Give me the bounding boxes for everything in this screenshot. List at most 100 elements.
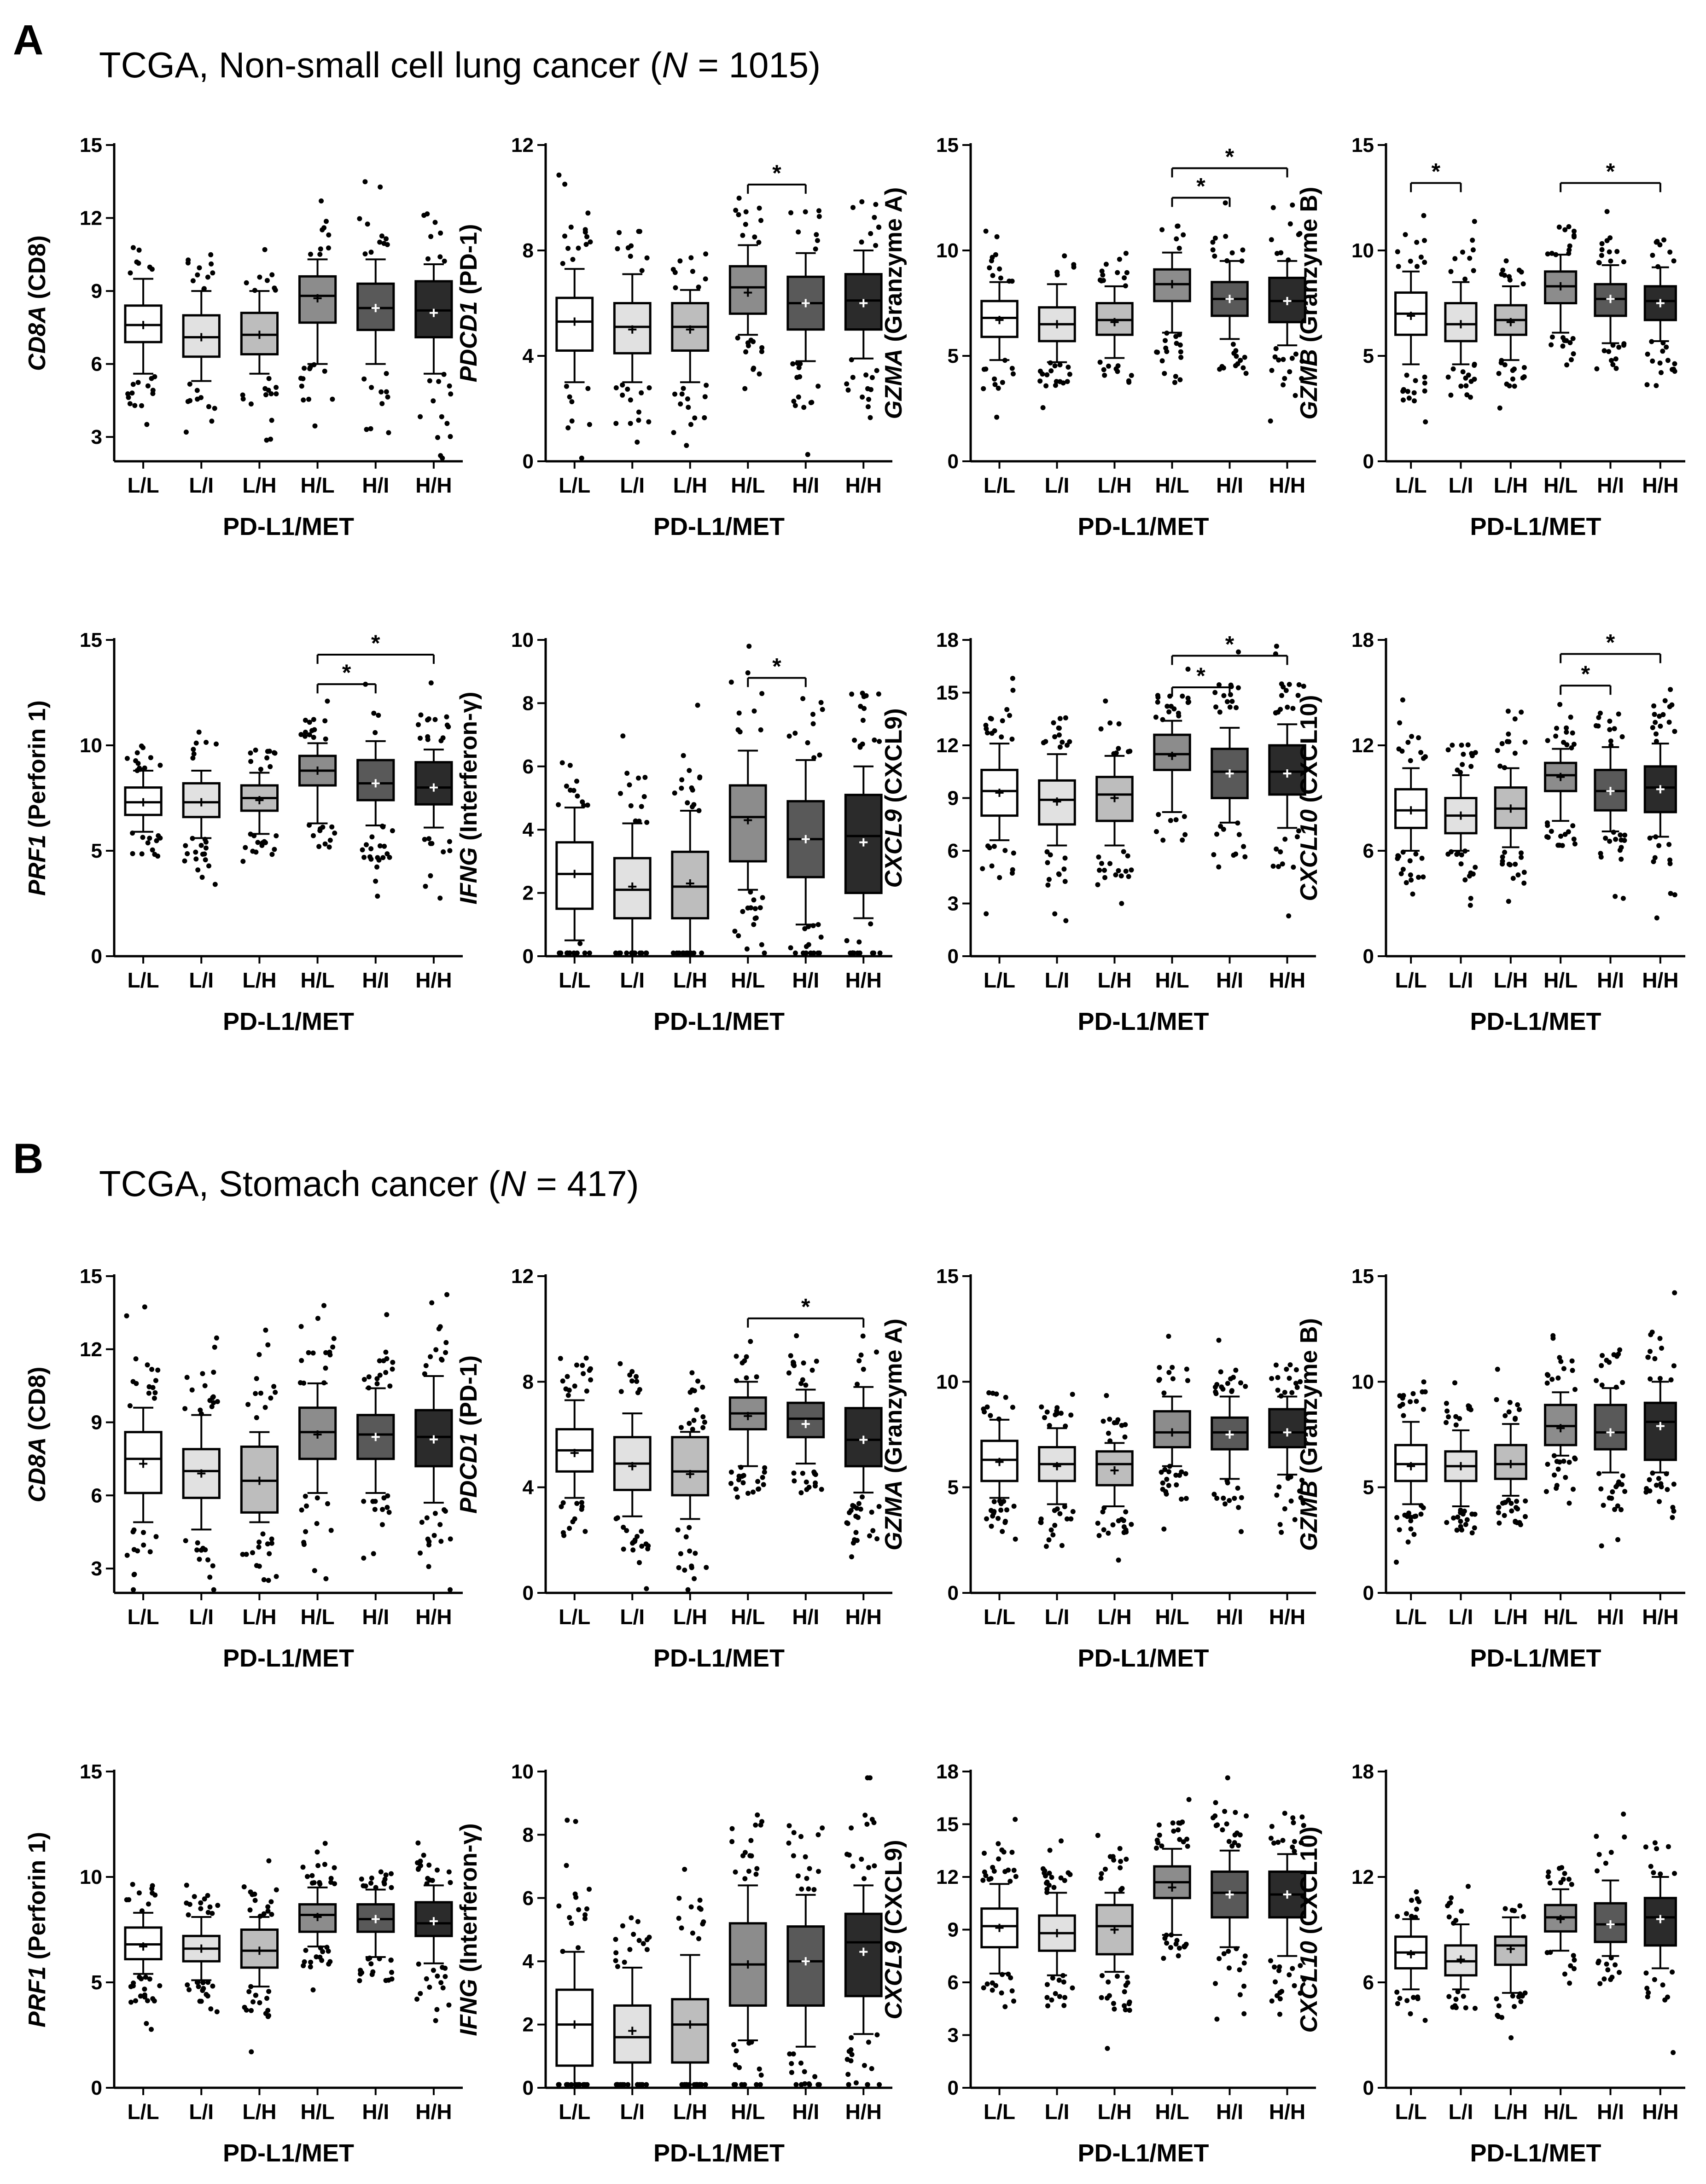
y-tick-label: 0 [523, 1582, 534, 1604]
outlier-point [1170, 1376, 1176, 1381]
y-tick-label: 0 [948, 1582, 959, 1604]
outlier-point [1599, 1363, 1604, 1368]
outlier-point [1652, 1977, 1657, 1982]
outlier-point [866, 1865, 871, 1870]
x-tick-label: L/I [1045, 1605, 1070, 1629]
outlier-point [306, 1350, 311, 1355]
outlier-point [762, 1470, 767, 1475]
chart-a-cxcl10: 061218CXCL10 (CXCL10)L/L L/I L/H H/L H/I H/H*… [1296, 629, 1685, 1035]
outlier-point [136, 380, 141, 385]
outlier-point [584, 234, 589, 239]
outlier-point [997, 1499, 1002, 1504]
x-tick-label: L/H [1097, 2100, 1131, 2124]
outlier-point [1177, 1837, 1182, 1842]
outlier-point [131, 1983, 136, 1988]
outlier-point [254, 1563, 259, 1568]
outlier-point [1057, 872, 1062, 877]
outlier-point [1111, 1522, 1116, 1528]
outlier-point [152, 1390, 157, 1395]
x-tick-label: L/L [559, 473, 590, 497]
outlier-point [747, 1853, 752, 1858]
outlier-point [756, 240, 761, 245]
outlier-point [741, 1480, 746, 1485]
box-h-l [1544, 702, 1578, 848]
outlier-point [269, 418, 274, 423]
outlier-point [1602, 348, 1607, 353]
outlier-point [692, 2082, 697, 2087]
gene-name: GZMA [880, 1480, 907, 1551]
outlier-point [1287, 1376, 1292, 1381]
outlier-point [1211, 247, 1216, 252]
outlier-point [212, 1345, 217, 1350]
outlier-point [1496, 1510, 1501, 1515]
outlier-point [1467, 873, 1472, 878]
outlier-point [1213, 1981, 1218, 1986]
outlier-point [567, 395, 572, 400]
outlier-point [1062, 253, 1067, 258]
outlier-point [1454, 1997, 1459, 2002]
outlier-point [419, 713, 424, 718]
outlier-point [143, 1975, 148, 1980]
outlier-point [1211, 852, 1216, 857]
outlier-point [1051, 1885, 1056, 1890]
outlier-point [1561, 1459, 1566, 1464]
y-axis-label: CXCL9 (CXCL9) [880, 1840, 907, 2019]
outlier-point [732, 929, 737, 934]
x-axis-label: PD-L1/MET [1470, 1644, 1601, 1672]
outlier-point [426, 1564, 431, 1569]
outlier-point [312, 1880, 317, 1885]
outlier-point [1214, 1382, 1219, 1387]
outlier-point [1160, 358, 1165, 363]
y-tick-label: 0 [948, 2077, 959, 2099]
outlier-point [153, 1378, 158, 1383]
outlier-point [384, 1505, 390, 1510]
outlier-point [242, 1884, 247, 1889]
x-tick-label: L/L [128, 1605, 159, 1629]
outlier-point [1601, 1503, 1606, 1508]
outlier-point [585, 210, 590, 215]
outlier-point [574, 1363, 579, 1368]
outlier-point [874, 1349, 879, 1354]
outlier-point [1051, 720, 1056, 726]
outlier-point [1444, 1520, 1449, 1525]
outlier-point [817, 214, 822, 219]
outlier-point [1214, 832, 1219, 837]
outlier-point [1550, 335, 1555, 340]
outlier-point [1054, 1405, 1060, 1410]
outlier-point [878, 951, 883, 956]
outlier-point [560, 1949, 565, 1954]
outlier-point [1068, 1872, 1073, 1877]
outlier-point [639, 390, 644, 395]
outlier-point [1047, 1870, 1052, 1876]
outlier-point [1409, 734, 1414, 739]
outlier-point [1269, 1998, 1275, 2004]
outlier-point [330, 1345, 335, 1350]
iqr-box [1645, 1403, 1676, 1460]
outlier-point [585, 386, 590, 391]
outlier-point [1275, 251, 1280, 256]
outlier-point [845, 1521, 850, 1526]
outlier-point [689, 1905, 694, 1910]
outlier-point [1604, 1962, 1609, 1967]
outlier-point [320, 227, 325, 232]
outlier-point [427, 1985, 432, 1990]
outlier-point [759, 349, 764, 354]
outlier-point [269, 272, 274, 277]
outlier-point [373, 1507, 378, 1512]
outlier-point [1403, 232, 1408, 237]
outlier-point [676, 1916, 681, 1921]
outlier-point [150, 267, 155, 272]
outlier-point [1290, 1966, 1295, 1971]
outlier-point [988, 1413, 993, 1418]
y-tick-label: 8 [523, 239, 534, 262]
outlier-point [126, 395, 131, 400]
outlier-point [308, 1960, 313, 1965]
outlier-point [1656, 843, 1661, 848]
outlier-point [1166, 1334, 1171, 1339]
outlier-point [381, 1358, 386, 1363]
x-tick-label: H/H [415, 473, 452, 497]
outlier-point [312, 1568, 317, 1573]
x-tick-label: H/I [1216, 473, 1243, 497]
outlier-point [1105, 1996, 1110, 2001]
outlier-point [416, 1962, 421, 1967]
